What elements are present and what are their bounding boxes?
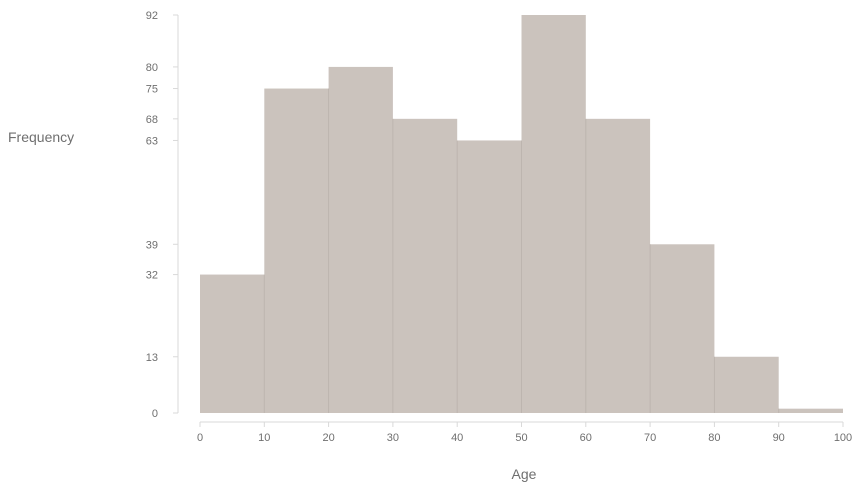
histogram-bar-80-90 <box>714 356 779 413</box>
x-tick-label: 100 <box>834 432 852 444</box>
y-tick-label: 13 <box>146 352 158 364</box>
x-tick-label: 80 <box>708 432 720 444</box>
y-tick-label: 0 <box>152 408 158 420</box>
y-axis-title: Frequency <box>8 129 74 145</box>
histogram-bar-30-40 <box>392 118 458 414</box>
y-tick-label: 32 <box>146 270 158 282</box>
x-tick-label: 0 <box>197 432 203 444</box>
histogram-bar-70-80 <box>650 244 715 413</box>
x-tick-label: 40 <box>451 432 463 444</box>
histogram-bar-40-50 <box>457 140 522 413</box>
histogram-bar-10-20 <box>264 88 329 413</box>
y-tick-label: 75 <box>146 84 158 96</box>
histogram-bars <box>200 15 843 414</box>
y-tick-label: 39 <box>146 239 158 251</box>
histogram-bar-20-30 <box>328 66 393 414</box>
x-tick-label: 90 <box>773 432 785 444</box>
x-tick-label: 30 <box>387 432 399 444</box>
x-tick-label: 70 <box>644 432 656 444</box>
y-axis-ticks: 0 13 32 39 63 68 75 80 92 <box>146 10 178 420</box>
histogram-bar-50-60 <box>521 15 586 413</box>
histogram-bar-0-10 <box>200 274 265 413</box>
x-tick-label: 10 <box>258 432 270 444</box>
y-tick-label: 63 <box>146 135 158 147</box>
y-tick-label: 80 <box>146 62 158 74</box>
x-tick-label: 50 <box>515 432 527 444</box>
y-tick-label: 92 <box>146 10 158 22</box>
histogram-bar-90-100 <box>778 408 843 413</box>
y-tick-label: 68 <box>146 114 158 126</box>
x-axis-ticks: 0 10 20 30 40 50 60 70 80 90 100 <box>197 422 852 444</box>
histogram-bar-60-70 <box>585 118 651 414</box>
x-tick-label: 60 <box>580 432 592 444</box>
x-tick-label: 20 <box>322 432 334 444</box>
x-axis-title: Age <box>512 466 537 482</box>
